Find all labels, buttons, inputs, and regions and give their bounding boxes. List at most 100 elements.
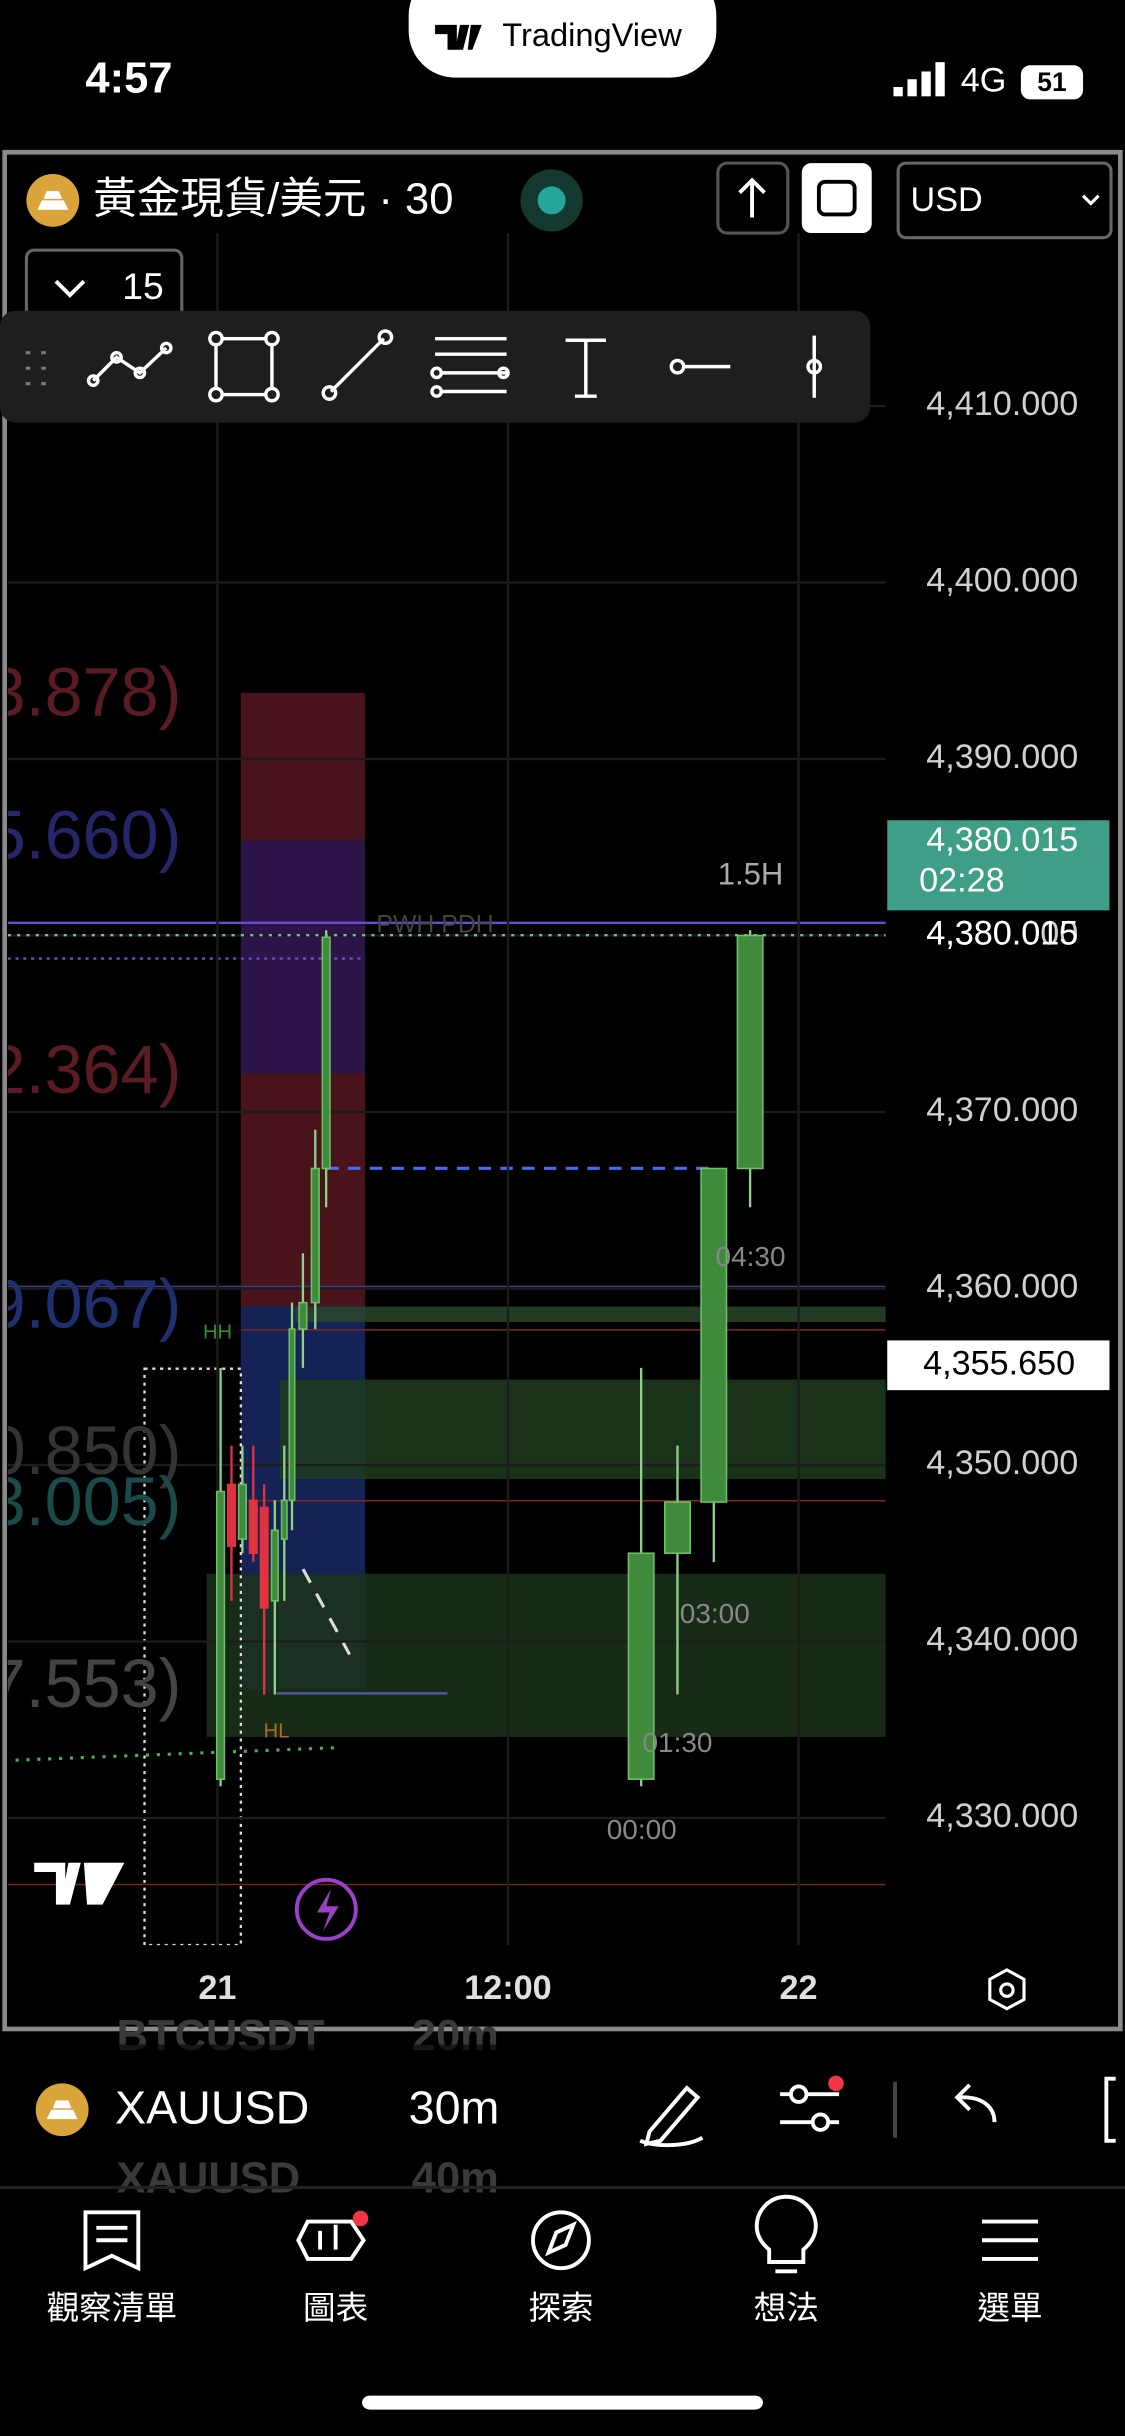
annotation: 04:30 — [716, 1241, 786, 1272]
zone — [240, 692, 366, 841]
tab-icons — [754, 2194, 818, 2274]
toolbar-icons — [321, 385, 338, 401]
symbol-title[interactable]: 黃金現貨/美元 · 30 — [93, 175, 453, 223]
overlay-label: 0.850) — [0, 1413, 181, 1489]
candle-body — [237, 1483, 247, 1540]
toolbar-icons — [208, 330, 224, 347]
gold-icon — [37, 191, 69, 210]
toolbar-icons — [430, 366, 444, 380]
overlay-label: 7.553) — [0, 1646, 181, 1722]
y-tick-label: 4,330.000 — [926, 1797, 1078, 1835]
candle-body — [663, 1501, 691, 1555]
signal-bars — [893, 87, 903, 97]
candle-body — [248, 1499, 258, 1555]
candle-body — [259, 1506, 269, 1609]
candle-body — [270, 1529, 279, 1602]
tab-icons — [544, 2220, 577, 2257]
sync-button[interactable] — [801, 163, 872, 234]
symbol-bar-icons[interactable] — [639, 2076, 1116, 2148]
x-tick-label: 21 — [198, 1969, 236, 2007]
annotation: 1.5H — [718, 856, 784, 891]
notification-dot — [352, 2210, 369, 2227]
candle-body — [226, 1483, 237, 1547]
signal-bars — [907, 79, 917, 97]
tv-watermark — [34, 1862, 125, 1905]
y-tick-label: 4,360.000 — [926, 1268, 1078, 1306]
annotation: 00:00 — [607, 1814, 677, 1845]
tab-label: 探索 — [528, 2289, 593, 2326]
candle-body — [321, 936, 331, 1170]
brand-name: TradingView — [502, 16, 682, 53]
ghost-symbol: XAUUSD — [117, 2155, 301, 2203]
signal-bars — [893, 62, 945, 97]
toolbar-icons — [430, 385, 444, 398]
toolbar-icons — [86, 374, 100, 387]
toolbar-icons — [806, 358, 823, 375]
candle-body — [627, 1552, 655, 1780]
ghost-interval: 40m — [412, 2155, 499, 2203]
plot-area: 3.878) 5.660) 2.364) 9.067) 0.850)3.005) 7.55… — [0, 233, 886, 1946]
overlay-label: 5.660) — [0, 798, 181, 874]
network-type: 4G — [961, 61, 1007, 99]
settings-button[interactable] — [988, 1968, 1026, 2011]
upload-icon — [738, 177, 766, 218]
settings-icon — [999, 1982, 1015, 1998]
interval-count: 15 — [122, 265, 163, 307]
overlay-label: 3.005) — [0, 1464, 181, 1540]
candle-body — [216, 1490, 226, 1780]
brand-logo — [435, 24, 482, 50]
y-tick-label: 4,350.000 — [926, 1444, 1078, 1482]
notification-dot — [828, 2075, 844, 2092]
interval[interactable]: 30m — [409, 2082, 500, 2134]
y-tick-label: 4,390.000 — [926, 738, 1078, 776]
zone — [206, 1573, 886, 1737]
candle-body — [288, 1328, 296, 1502]
overlay-label: 2.364) — [0, 1032, 181, 1108]
annotation: HL — [264, 1721, 290, 1743]
toolbar-icons — [669, 358, 686, 375]
candle-body — [736, 934, 764, 1170]
clock: 4:57 — [85, 54, 172, 102]
toolbar-icons — [565, 338, 607, 398]
annotation: PWH PDH — [376, 911, 493, 938]
toolbar-icons — [92, 346, 168, 382]
toolbar-icons — [264, 386, 280, 403]
y-tick-label: 4,400.000 — [926, 562, 1078, 600]
x-tick-label: 12:00 — [464, 1969, 551, 2007]
signal-bars — [921, 71, 931, 97]
tab-label: 想法 — [754, 2289, 819, 2326]
toolbar-icons — [159, 341, 173, 355]
toolbar-icons[interactable] — [25, 329, 823, 403]
chevron — [1081, 194, 1100, 206]
selection-box — [143, 1367, 243, 1946]
last-price-label: 4,380.015 — [926, 821, 1078, 859]
battery-level: 51 — [1037, 67, 1066, 97]
currency: USD — [911, 181, 983, 219]
toolbar-icons — [208, 386, 224, 403]
annotation: 03:00 — [680, 1598, 750, 1629]
symbol-bar — [0, 2044, 1125, 2175]
toolbar-icons — [214, 336, 274, 397]
alert-button[interactable] — [294, 1877, 358, 1941]
dynamic-pill — [408, 0, 717, 78]
y-tick-label: 4,370.000 — [926, 1091, 1078, 1129]
tab-icons[interactable] — [83, 2194, 1038, 2274]
symbol[interactable]: XAUUSD — [115, 2082, 309, 2134]
signal-bars — [935, 62, 945, 97]
crosshair-price-label: 4,355.650 — [923, 1344, 1075, 1382]
toolbar-icons — [497, 366, 510, 380]
tab-icons — [982, 2219, 1038, 2261]
toolbar-icons — [133, 366, 147, 380]
gold-icon — [46, 2100, 78, 2120]
y-tick-label: 4,340.000 — [926, 1621, 1078, 1659]
zone — [295, 1306, 886, 1323]
toolbar-icons — [329, 337, 386, 393]
toolbar-icons — [264, 330, 280, 347]
overlay-label: 3.878) — [0, 655, 181, 731]
currency-select[interactable] — [896, 161, 1113, 240]
last-price-axis-label: 4,380.015 — [926, 914, 1078, 952]
symbol-bar-icons — [1104, 2076, 1116, 2143]
chevron — [54, 279, 86, 298]
home-indicator — [362, 2395, 763, 2410]
y-tick-label: 4,410.000 — [926, 385, 1078, 423]
